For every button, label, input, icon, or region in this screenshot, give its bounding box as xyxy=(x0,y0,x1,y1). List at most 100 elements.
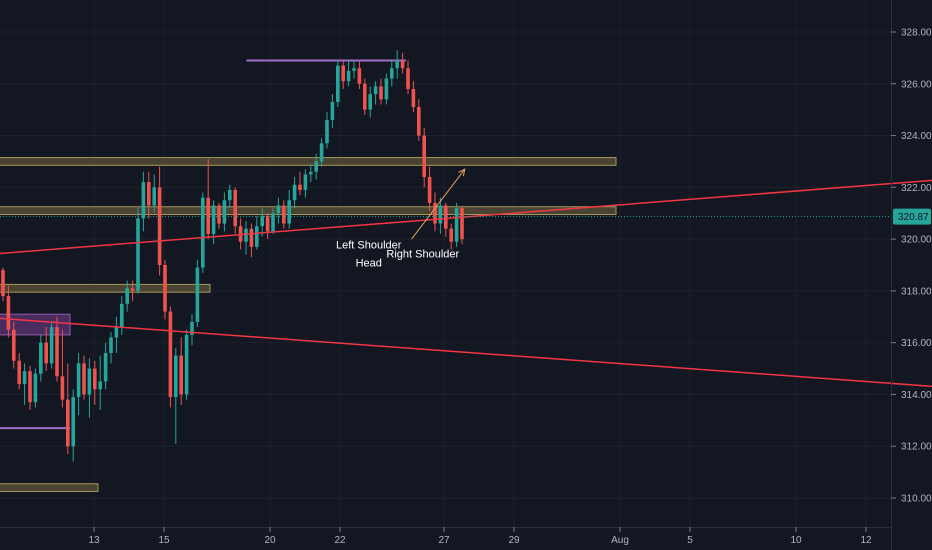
candle xyxy=(379,78,383,105)
candle-body xyxy=(141,182,146,219)
candle-body xyxy=(184,334,189,395)
candle-body xyxy=(6,296,11,330)
candle xyxy=(341,60,345,89)
candle xyxy=(298,171,302,196)
x-tick-label: Aug xyxy=(611,535,629,546)
candle-body xyxy=(1,270,5,297)
candle xyxy=(325,112,329,149)
x-tick-label: 20 xyxy=(264,535,276,546)
candle-body xyxy=(384,78,389,100)
candle-body xyxy=(168,311,173,398)
candle-body xyxy=(228,189,232,201)
time-axis[interactable]: 13 15 20 22 27 29 Aug 5 10 12 xyxy=(88,527,872,546)
candle-body xyxy=(260,215,264,227)
pattern-label: Left Shoulder xyxy=(336,239,402,251)
projection-arrow xyxy=(411,168,466,240)
candle xyxy=(309,164,313,183)
candle xyxy=(222,192,227,232)
candle xyxy=(114,316,119,354)
candle-body xyxy=(449,228,453,242)
candle xyxy=(292,176,297,209)
candle xyxy=(271,208,275,234)
candle xyxy=(130,280,135,302)
candle xyxy=(168,306,173,408)
candle xyxy=(395,50,399,79)
candle xyxy=(109,332,113,364)
candle-body xyxy=(395,60,399,69)
candle-body xyxy=(179,355,183,395)
candle-body xyxy=(22,371,27,385)
candle xyxy=(444,202,448,237)
candle xyxy=(157,166,162,276)
candle-body xyxy=(336,65,340,102)
candle-body xyxy=(282,205,286,224)
candle-body xyxy=(276,205,281,214)
candle-body xyxy=(17,360,21,385)
candle xyxy=(346,60,351,87)
pattern-label: Head xyxy=(356,257,382,269)
candle-body xyxy=(190,321,194,335)
candle-body xyxy=(44,342,48,364)
y-tick-label: 320.00 xyxy=(901,235,932,246)
candle xyxy=(103,342,108,390)
candle-body xyxy=(433,202,437,224)
candle-body xyxy=(249,228,254,247)
candle-body xyxy=(217,205,221,224)
current-price-marker: 320.87 xyxy=(893,208,931,225)
grid-lines xyxy=(0,0,891,527)
candle xyxy=(438,197,443,234)
candle xyxy=(44,327,48,372)
candle xyxy=(400,52,405,74)
candle-body xyxy=(319,143,324,162)
candle xyxy=(195,259,200,328)
price-axis[interactable]: 310.00 312.00 314.00 316.00 318.00 320.00 322.… xyxy=(891,28,932,505)
candle xyxy=(330,94,335,128)
candle xyxy=(314,153,318,180)
candle-body xyxy=(373,86,378,95)
support-resistance-zone xyxy=(0,206,617,216)
candle-body xyxy=(12,329,16,361)
candle-body xyxy=(265,215,270,232)
candle xyxy=(282,200,286,229)
y-tick-label: 310.00 xyxy=(901,494,932,505)
candle-body xyxy=(330,101,335,121)
candle-body xyxy=(174,355,178,398)
x-tick-label: 22 xyxy=(334,535,346,546)
x-tick-label: 15 xyxy=(158,535,170,546)
candle-body xyxy=(255,226,259,247)
candle-body xyxy=(341,65,345,82)
y-tick-label: 318.00 xyxy=(901,286,932,297)
candle-series xyxy=(1,50,464,462)
candle-body xyxy=(157,187,162,265)
candle xyxy=(12,321,16,369)
candle-body xyxy=(314,161,318,172)
candle-body xyxy=(368,94,372,110)
candle xyxy=(87,358,92,418)
candle xyxy=(265,213,270,240)
y-tick-label: 326.00 xyxy=(901,79,932,90)
candle xyxy=(427,166,432,211)
candle xyxy=(163,259,167,320)
y-tick-label: 324.00 xyxy=(901,131,932,142)
y-tick-label: 322.00 xyxy=(901,183,932,194)
candle-body xyxy=(28,371,32,403)
candle-body xyxy=(55,327,59,377)
candle xyxy=(368,86,372,118)
candle xyxy=(287,189,291,229)
candle-body xyxy=(427,176,432,203)
candle xyxy=(249,223,254,258)
candle-body xyxy=(76,363,81,398)
candle xyxy=(201,192,205,273)
x-tick-label: 27 xyxy=(438,535,450,546)
support-resistance-zone xyxy=(0,483,99,493)
candle-body xyxy=(87,368,92,395)
candle xyxy=(373,81,378,105)
candle xyxy=(352,60,356,79)
candle-body xyxy=(357,68,362,84)
candle xyxy=(336,60,340,108)
candle xyxy=(147,171,151,219)
candle-body xyxy=(325,120,329,144)
candle-body xyxy=(417,107,421,136)
support-resistance-zone xyxy=(0,283,211,293)
